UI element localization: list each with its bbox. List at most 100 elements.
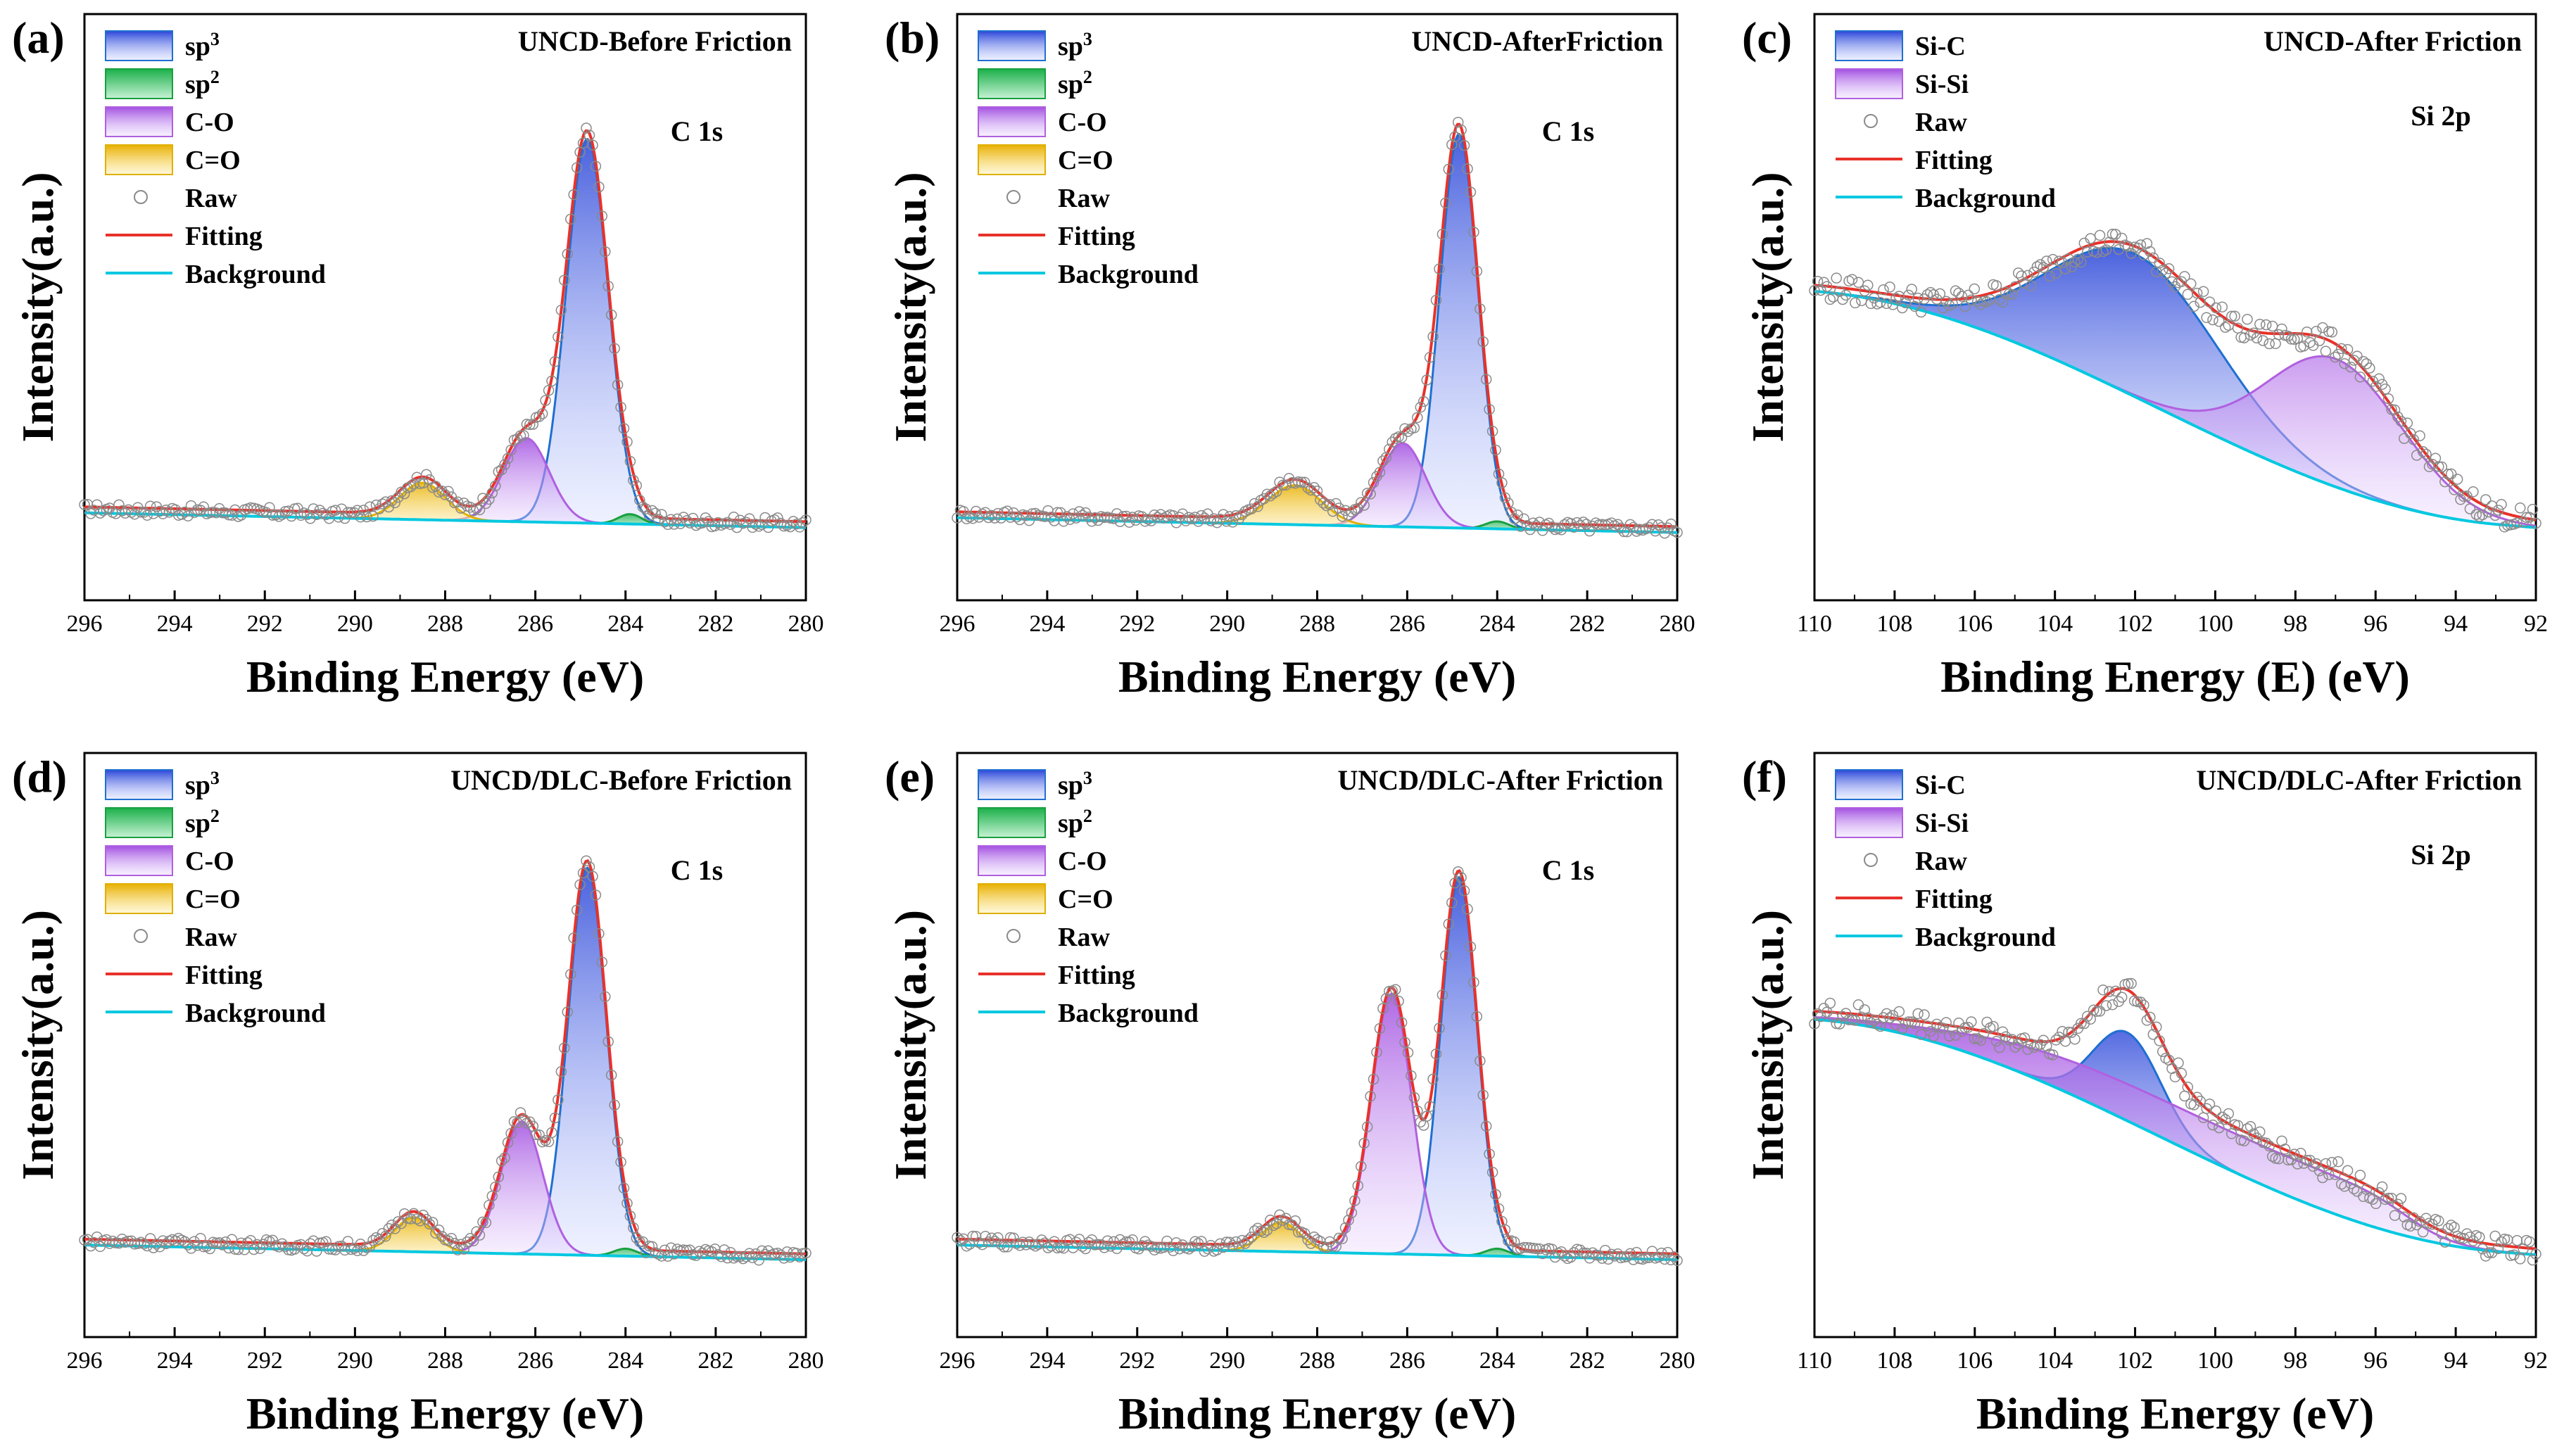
raw-point [94, 1241, 106, 1253]
raw-point [1014, 1240, 1025, 1251]
panel-title: UNCD/DLC-After Friction [1338, 764, 1663, 796]
raw-point [1358, 500, 1370, 511]
x-tick-label: 98 [2283, 1348, 2307, 1374]
raw-point [1384, 985, 1395, 997]
raw-point [1956, 1025, 1968, 1037]
raw-point [449, 1238, 460, 1249]
raw-point [1430, 294, 1442, 306]
raw-point [490, 480, 501, 492]
raw-point [1994, 293, 2005, 305]
panel-a: 296 294 292 290 288 286 284 282 280 Binding Energ… [12, 13, 824, 702]
raw-point [1975, 299, 1986, 310]
raw-point [505, 444, 517, 456]
raw-point [398, 488, 410, 500]
raw-point [2348, 1183, 2360, 1195]
raw-point [596, 956, 608, 968]
raw-point [474, 504, 486, 516]
raw-point [1421, 1110, 1432, 1122]
raw-point [2270, 338, 2281, 350]
raw-point [1192, 516, 1204, 527]
raw-point [559, 1042, 570, 1053]
raw-point [157, 508, 169, 519]
x-tick-label: 280 [788, 1348, 824, 1374]
raw-point [1211, 1244, 1223, 1255]
legend-swatch-sp3 [978, 769, 1046, 800]
panel-title: UNCD-After Friction [2264, 25, 2522, 57]
x-tick-label: 280 [1660, 1348, 1696, 1374]
legend-label: Raw [185, 184, 237, 213]
legend-raw-marker [134, 929, 148, 943]
raw-data-series [1809, 229, 2542, 533]
raw-point [1170, 1237, 1182, 1248]
raw-point [2442, 469, 2454, 480]
raw-point [1268, 488, 1279, 499]
raw-point [2332, 348, 2344, 360]
raw-point [2477, 509, 2488, 521]
raw-point [958, 505, 969, 517]
raw-point [148, 1242, 159, 1253]
x-tick-label: 296 [940, 1348, 976, 1374]
raw-point [631, 480, 643, 491]
raw-point [1377, 455, 1389, 467]
raw-point [1499, 1224, 1511, 1236]
legend-swatch-sp2 [105, 68, 173, 99]
raw-point [669, 519, 680, 530]
raw-point [1424, 352, 1436, 363]
raw-point [2047, 1049, 2059, 1061]
raw-point [553, 1094, 564, 1106]
raw-point [618, 1182, 630, 1194]
raw-point [308, 503, 320, 514]
legend-label: Background [185, 999, 326, 1028]
raw-point [2126, 248, 2137, 259]
x-tick-label: 290 [337, 611, 373, 637]
raw-point [1574, 519, 1586, 531]
raw-point [2520, 512, 2532, 523]
raw-point [1456, 872, 1467, 883]
raw-point [775, 517, 787, 529]
raw-point [493, 466, 505, 478]
legend-label: Fitting [1058, 222, 1135, 251]
raw-point [518, 1114, 529, 1125]
raw-point [1177, 508, 1188, 519]
raw-point [1230, 509, 1242, 521]
raw-point [2145, 246, 2156, 258]
raw-point [2160, 1052, 2171, 1064]
raw-point [2000, 1031, 2012, 1042]
raw-point [1978, 1027, 1990, 1039]
raw-point [2313, 335, 2325, 346]
raw-point [1543, 517, 1555, 529]
raw-point [2442, 1222, 2454, 1234]
raw-point [725, 519, 736, 531]
raw-point [2445, 468, 2457, 480]
raw-point [1023, 514, 1035, 526]
legend: Si-C Si-Si Raw Fitting Background [1835, 30, 2056, 213]
x-axis-title: Binding Energy (E) (eV) [1940, 652, 2410, 702]
raw-point [2283, 1154, 2294, 1166]
raw-point [2016, 270, 2027, 281]
legend-label: Fitting [1058, 961, 1135, 990]
raw-point [967, 1230, 978, 1242]
raw-point [2066, 1027, 2078, 1038]
x-tick-label: 92 [2524, 611, 2548, 637]
raw-point [1412, 412, 1423, 424]
fitting-line [1814, 987, 2537, 1251]
x-axis-title: Binding Energy (eV) [246, 1388, 644, 1438]
legend-label: Raw [1915, 847, 1967, 876]
raw-point [602, 1036, 614, 1047]
raw-point [1890, 293, 1902, 304]
raw-point [577, 867, 589, 879]
core-label: Si 2p [2411, 100, 2471, 132]
raw-point [1361, 1121, 1373, 1133]
raw-point [1452, 116, 1464, 128]
raw-point [1440, 950, 1451, 961]
raw-point [747, 1252, 758, 1263]
raw-point [2116, 232, 2128, 244]
raw-point [1477, 336, 1489, 348]
raw-point [2264, 338, 2275, 350]
raw-point [2154, 1035, 2165, 1046]
raw-point [2266, 320, 2278, 332]
raw-point [1418, 395, 1429, 407]
x-tick-label: 110 [1797, 611, 1832, 637]
raw-point [2468, 486, 2479, 498]
x-tick-label: 288 [1299, 1348, 1335, 1374]
